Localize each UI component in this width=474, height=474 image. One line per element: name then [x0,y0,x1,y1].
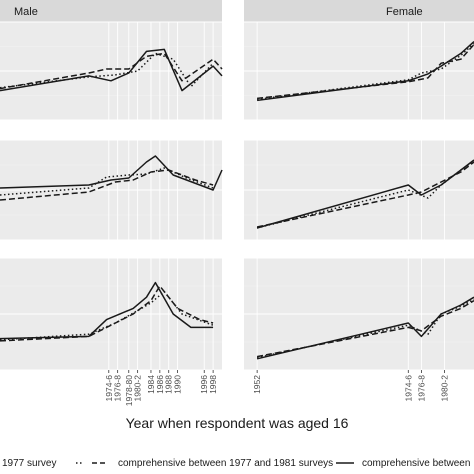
x-tick-label: 1984 [146,375,156,394]
series-line-dotted-r2-c1 [256,298,474,359]
series-line-solid-r2-c1 [256,296,474,360]
x-tick-label: 1980-2 [133,375,143,402]
x-tick-label: 1978-80 [124,375,134,406]
facet-strip-c1 [244,0,474,22]
series-line-solid-r1-c1 [256,159,474,229]
series-line-solid-r2-c0 [0,281,214,340]
series-line-dashed-r1-c1 [256,161,474,228]
series-line-solid-r1-c0 [0,155,223,191]
x-tick-label: 1976-8 [416,375,426,402]
x-tick-label: 1976-8 [113,375,123,402]
series-line-dashed-r0-c0 [0,52,223,90]
x-tick-label: 1980-2 [439,375,449,402]
legend-label-comprehensive-between: comprehensive between [362,458,470,469]
series-line-dotted-r1-c0 [0,167,214,196]
x-tick-label: 1996 [199,375,209,394]
x-tick-label: 1952 [252,375,262,394]
series-line-dotted-r0-c1 [257,43,474,101]
legend: 1977 survey comprehensive between 1977 a… [2,458,470,469]
x-tick-label: 1998 [208,375,218,394]
x-tick-label: 1986 [155,375,165,394]
facet-strip-c0 [0,0,222,22]
legend-label-1977-survey: 1977 survey [2,458,56,469]
x-tick-label: 1990 [173,375,183,394]
x-tick-label: 1988 [164,375,174,394]
legend-label-comprehensive-1977-1981: comprehensive between 1977 and 1981 surv… [118,458,333,469]
x-tick-label: 1974-6 [403,375,413,402]
series-line-dashed-r1-c0 [0,169,214,201]
strip-label-male: Male [14,6,38,18]
x-axis-title: Year when respondent was aged 16 [126,415,349,431]
series-line-dashed-r2-c1 [256,299,474,358]
x-tick-label: 1974-6 [104,375,114,402]
strip-label-female: Female [386,6,423,18]
